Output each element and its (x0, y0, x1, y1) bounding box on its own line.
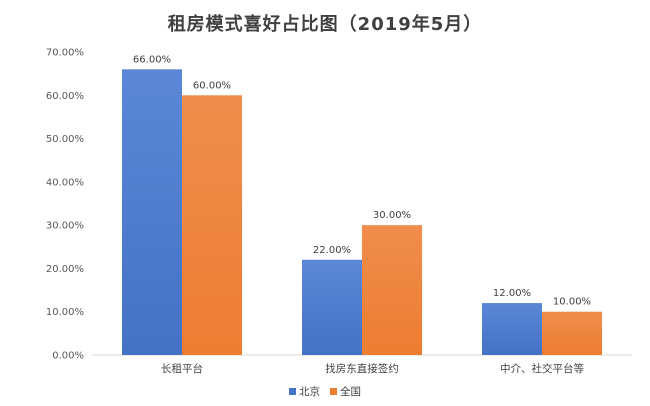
y-tick-label: 70.00% (46, 48, 84, 59)
y-tick-label: 0.00% (52, 351, 84, 362)
bar-北京-2 (482, 303, 542, 355)
bar-北京-0 (122, 69, 182, 356)
y-tick-label: 40.00% (46, 177, 84, 188)
x-category-label: 找房东直接签约 (325, 362, 399, 375)
x-category-label: 中介、社交平台等 (500, 362, 584, 375)
legend-swatch-beijing (289, 388, 296, 395)
y-tick-label: 50.00% (46, 134, 84, 145)
data-label: 12.00% (493, 288, 531, 299)
data-label: 66.00% (133, 54, 171, 65)
y-tick-label: 10.00% (46, 307, 84, 318)
data-label: 22.00% (313, 245, 351, 256)
legend-label-beijing: 北京 (299, 386, 320, 398)
y-tick-label: 30.00% (46, 221, 84, 232)
legend: 北京 全国 (0, 384, 650, 399)
legend-item-national: 全国 (330, 384, 361, 399)
legend-item-beijing: 北京 (289, 384, 320, 399)
y-tick-label: 60.00% (46, 91, 84, 102)
bar-全国-1 (362, 225, 422, 355)
bar-全国-2 (542, 311, 602, 355)
legend-label-national: 全国 (340, 386, 361, 398)
bar-全国-0 (182, 95, 242, 356)
chart-title: 租房模式喜好占比图（2019年5月） (167, 14, 483, 35)
data-label: 60.00% (193, 80, 231, 91)
y-tick-label: 20.00% (46, 264, 84, 275)
data-label: 10.00% (553, 297, 591, 308)
legend-swatch-national (330, 388, 337, 395)
bar-北京-1 (302, 259, 362, 355)
data-label: 30.00% (373, 210, 411, 221)
x-category-label: 长租平台 (161, 362, 203, 375)
